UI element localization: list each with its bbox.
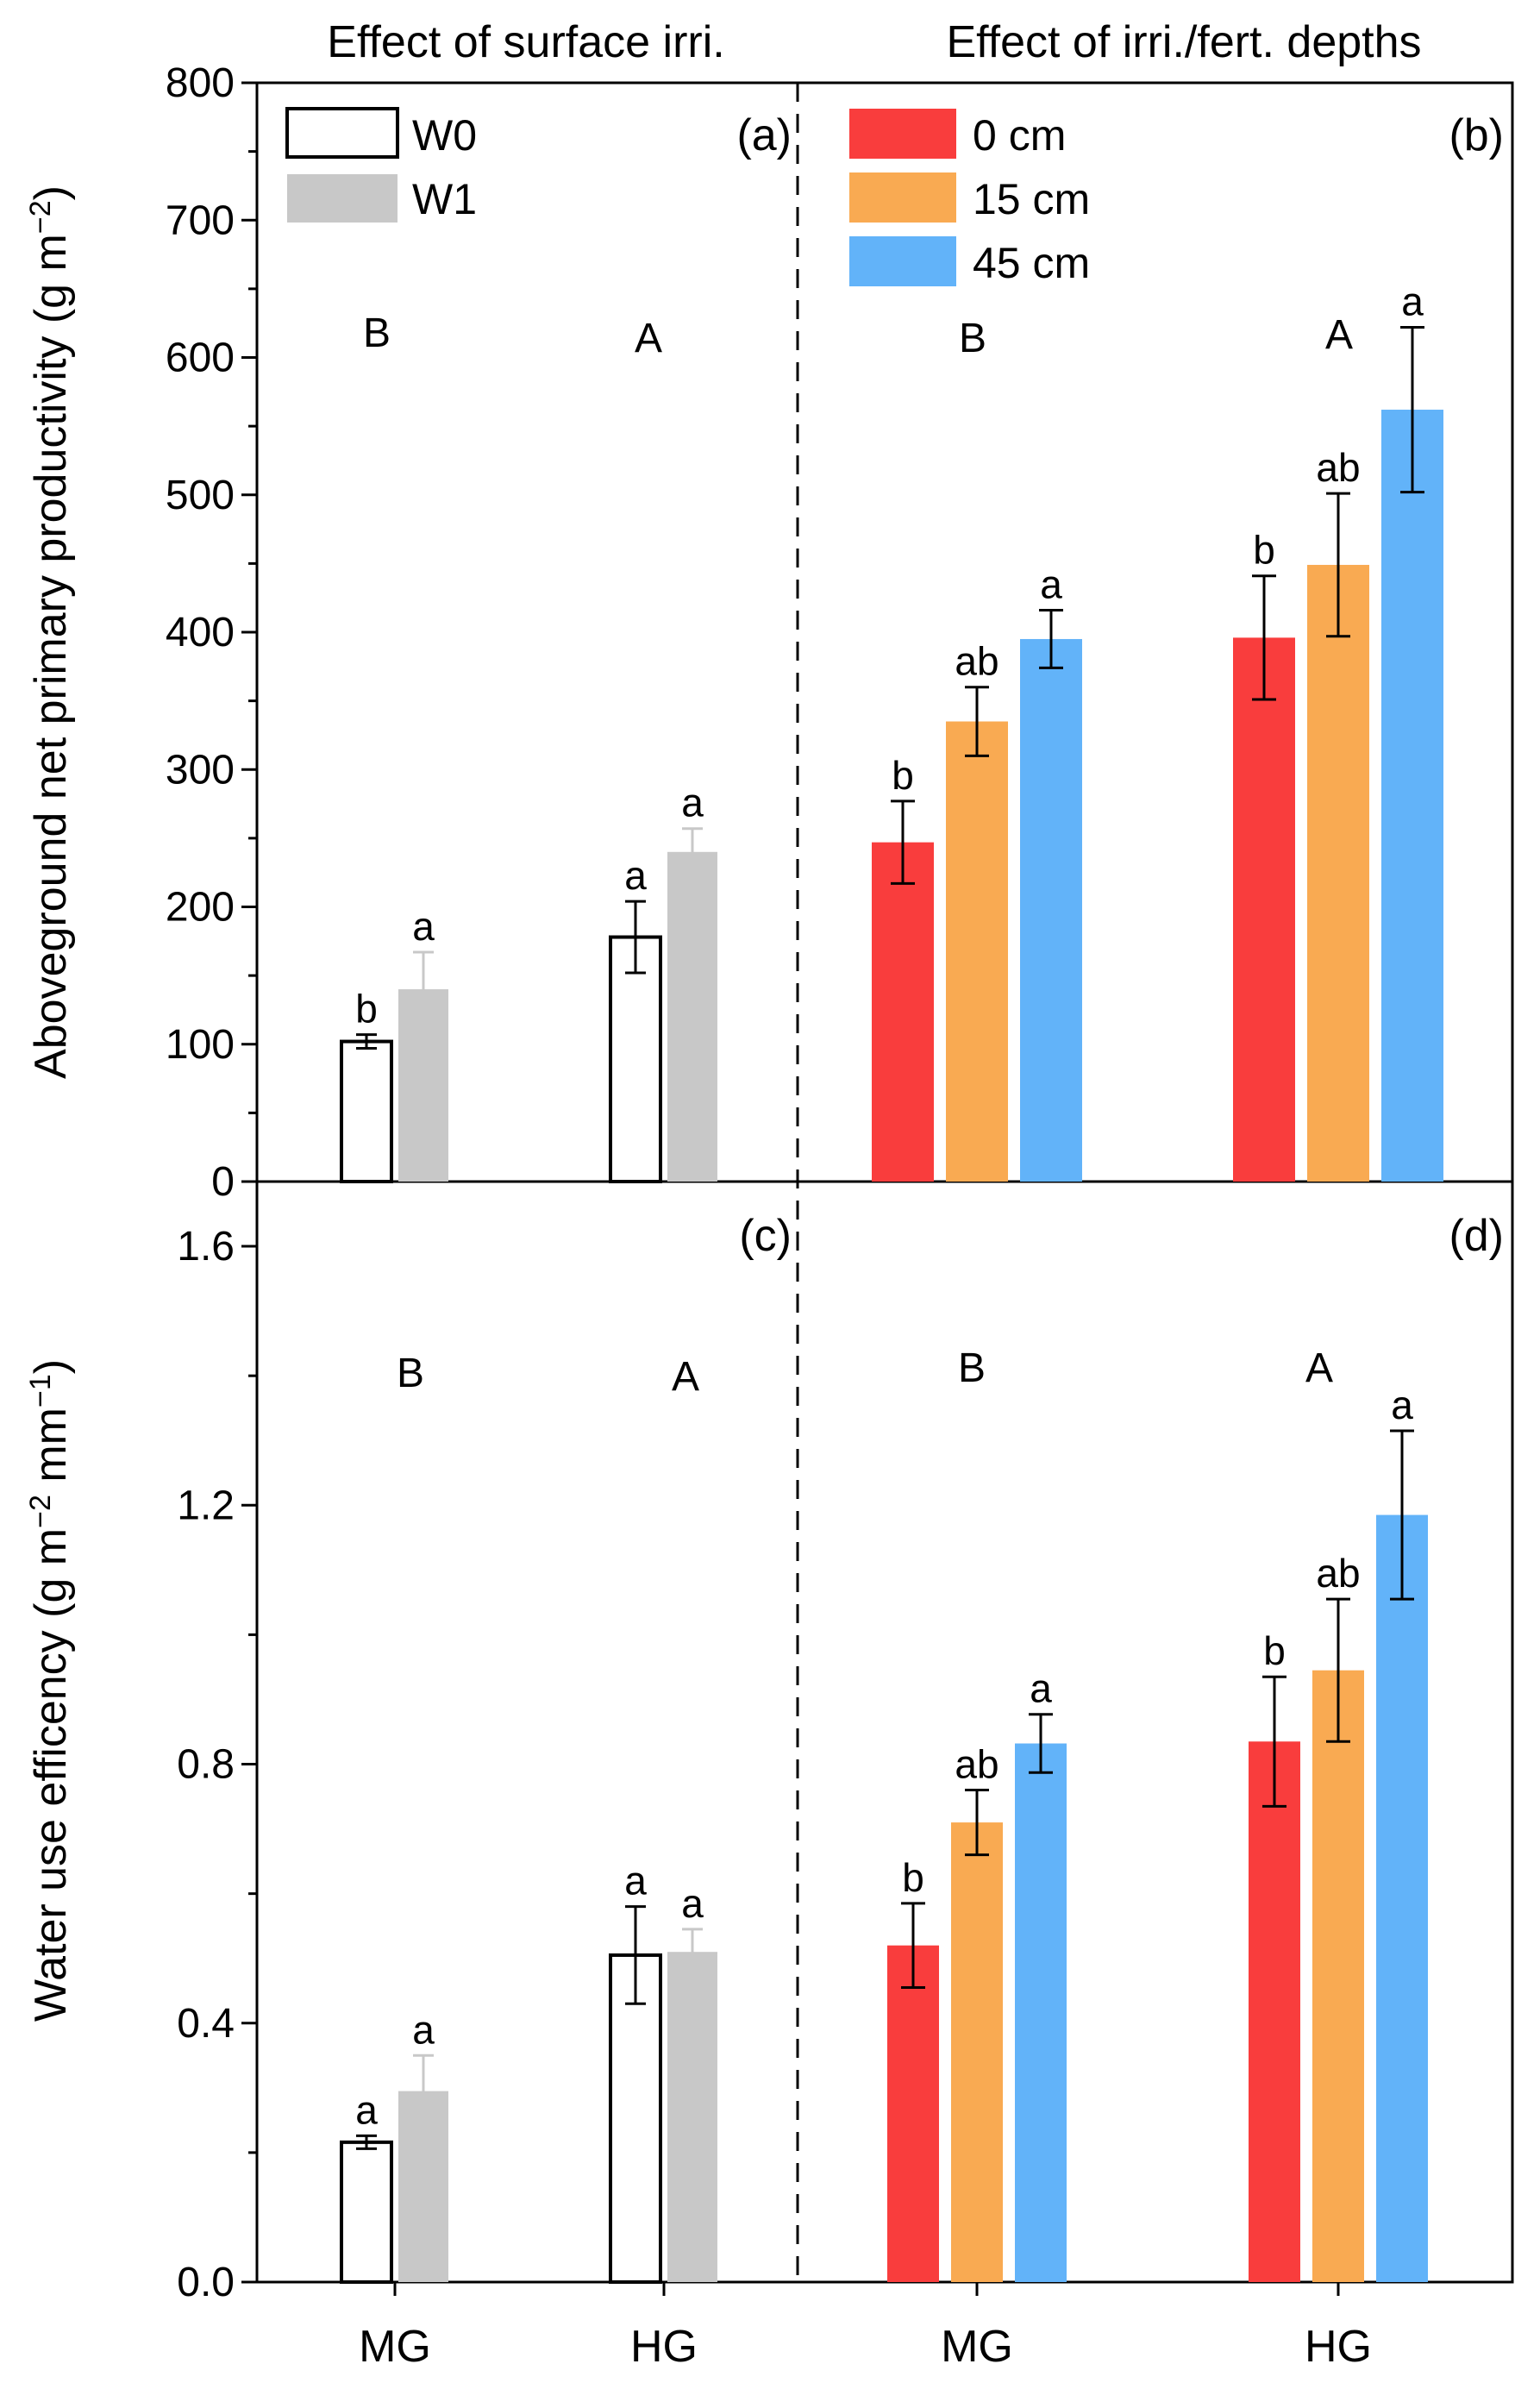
x-tick-label-hg-left: HG	[630, 2322, 698, 2372]
significance-letter: a	[1401, 279, 1424, 323]
legend-swatch-15cm	[849, 172, 956, 223]
bar-15cm-mg	[951, 1822, 1003, 2282]
bar-W0-hg	[609, 935, 662, 1184]
significance-letter: ab	[1316, 1551, 1360, 1596]
bar-0cm-hg	[1233, 637, 1295, 1182]
y-tick-label: 0.8	[177, 1742, 235, 1788]
y-tick-label: 200	[166, 885, 235, 931]
x-tick-label-hg-right: HG	[1305, 2322, 1372, 2372]
y-tick-label: 600	[166, 335, 235, 381]
bar-45cm-hg	[1376, 1514, 1428, 2282]
significance-letter: a	[1030, 1666, 1052, 1711]
top-y-axis-label: Aboveground net primary productivity (g …	[24, 185, 76, 1079]
bar-0cm-mg	[872, 842, 934, 1182]
significance-letter: b	[892, 753, 914, 798]
significance-letter: b	[355, 987, 378, 1031]
legend-swatch-0cm	[849, 109, 956, 159]
y-tick-label: 800	[166, 60, 235, 106]
legend-label-w1: W1	[412, 175, 477, 223]
y-tick-label: 300	[166, 747, 235, 793]
significance-letter: ab	[955, 639, 998, 684]
y-tick-label: 500	[166, 473, 235, 518]
bar-45cm-mg	[1015, 1743, 1067, 2282]
group-letter-d-hg: A	[1305, 1345, 1333, 1391]
significance-letter: a	[412, 2007, 435, 2052]
bar-0cm-hg	[1249, 1741, 1300, 2282]
group-letter-a-mg: B	[363, 310, 391, 356]
bar-15cm-hg	[1312, 1670, 1364, 2282]
panel-label-c: (c)	[739, 1211, 792, 1261]
bar-15cm-mg	[946, 721, 1008, 1182]
y-tick-label: 100	[166, 1022, 235, 1068]
y-tick-label: 0	[211, 1159, 235, 1205]
significance-letter: a	[412, 904, 435, 949]
bar-45cm-hg	[1381, 410, 1443, 1182]
bar-W0-hg	[609, 1953, 662, 2284]
bar-45cm-mg	[1020, 638, 1082, 1182]
bar-W0-mg	[340, 2140, 393, 2285]
group-letter-d-mg: B	[958, 1345, 986, 1391]
x-tick-label-mg-right: MG	[941, 2322, 1013, 2372]
panel-label-b: (b)	[1449, 110, 1504, 160]
legend-label-15cm: 15 cm	[973, 175, 1090, 223]
panel-label-a: (a)	[736, 110, 792, 160]
chart-marks: 0100200300400500600700800baaababababa0.0…	[166, 60, 1443, 2305]
significance-letter: a	[1391, 1383, 1413, 1427]
significance-letter: a	[1040, 562, 1062, 607]
legend-label-w0: W0	[412, 111, 477, 160]
significance-letter: a	[681, 1881, 704, 1926]
bar-0cm-mg	[887, 1945, 939, 2282]
bar-W1-hg	[667, 1952, 717, 2282]
bar-W1-hg	[667, 851, 717, 1182]
significance-letter: a	[624, 1859, 647, 1903]
title-right: Effect of irri./fert. depths	[946, 17, 1421, 67]
bar-W0-mg	[340, 1039, 393, 1183]
group-letter-c-hg: A	[672, 1354, 699, 1400]
y-tick-label: 0.0	[177, 2260, 235, 2305]
group-letter-a-hg: A	[635, 316, 662, 361]
significance-letter: ab	[955, 1742, 998, 1787]
significance-letter: b	[1253, 528, 1275, 573]
legend-left: W0 W1	[285, 107, 477, 223]
group-letter-c-mg: B	[397, 1351, 424, 1396]
legend-label-0cm: 0 cm	[973, 111, 1066, 160]
significance-letter: b	[1263, 1628, 1286, 1673]
group-letter-b-hg: A	[1325, 312, 1353, 358]
legend-right: 0 cm 15 cm 45 cm	[849, 109, 1090, 287]
title-left: Effect of surface irri.	[327, 17, 724, 67]
significance-letter: ab	[1316, 445, 1360, 490]
y-tick-label: 1.6	[177, 1224, 235, 1270]
significance-letter: a	[624, 853, 647, 898]
panel-label-d: (d)	[1449, 1211, 1504, 1261]
significance-letter: a	[681, 781, 704, 825]
bottom-y-axis-label: Water use efficency (g m−2 mm−1)	[24, 1359, 76, 2022]
x-tick-label-mg-left: MG	[359, 2322, 431, 2372]
y-tick-label: 700	[166, 198, 235, 243]
significance-letter: a	[355, 2087, 378, 2132]
bar-15cm-hg	[1307, 564, 1369, 1182]
y-tick-label: 400	[166, 610, 235, 655]
significance-letter: b	[902, 1855, 924, 1900]
legend-swatch-45cm	[849, 236, 956, 286]
y-tick-label: 0.4	[177, 2001, 235, 2047]
group-letter-b-mg: B	[959, 316, 986, 361]
legend-swatch-w0	[285, 107, 399, 159]
legend-label-45cm: 45 cm	[973, 239, 1090, 287]
legend-swatch-w1	[287, 174, 398, 223]
y-tick-label: 1.2	[177, 1483, 235, 1528]
